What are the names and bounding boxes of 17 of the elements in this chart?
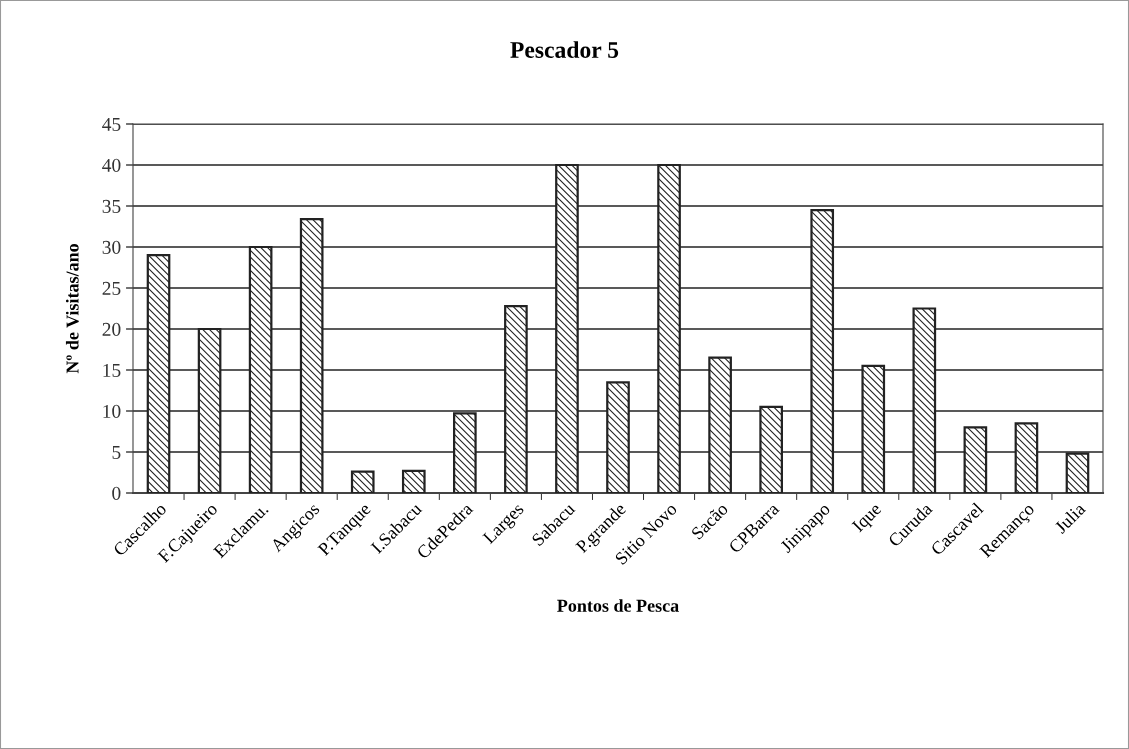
x-tick-label: Julia [1053,501,1087,535]
y-tick-label: 35 [102,199,121,213]
y-tick-label: 30 [102,240,121,254]
y-tick-label: 25 [102,281,121,295]
y-tick-label: 45 [102,117,121,131]
y-tick-label: 10 [103,404,121,418]
y-tick-label: 20 [102,322,121,336]
y-tick-label: 15 [103,363,121,377]
y-tick-label: 40 [102,158,121,172]
chart-title: Pescador 5 [510,41,619,58]
y-tick-label: 0 [112,486,121,500]
y-tick-label: 5 [112,446,121,459]
y-axis-title: Nº de Visitas/ano [65,244,79,374]
x-tick-label: Ique [851,502,885,536]
x-axis-title: Pontos de Pesca [557,599,679,612]
bar [350,470,375,493]
bar [401,469,426,493]
